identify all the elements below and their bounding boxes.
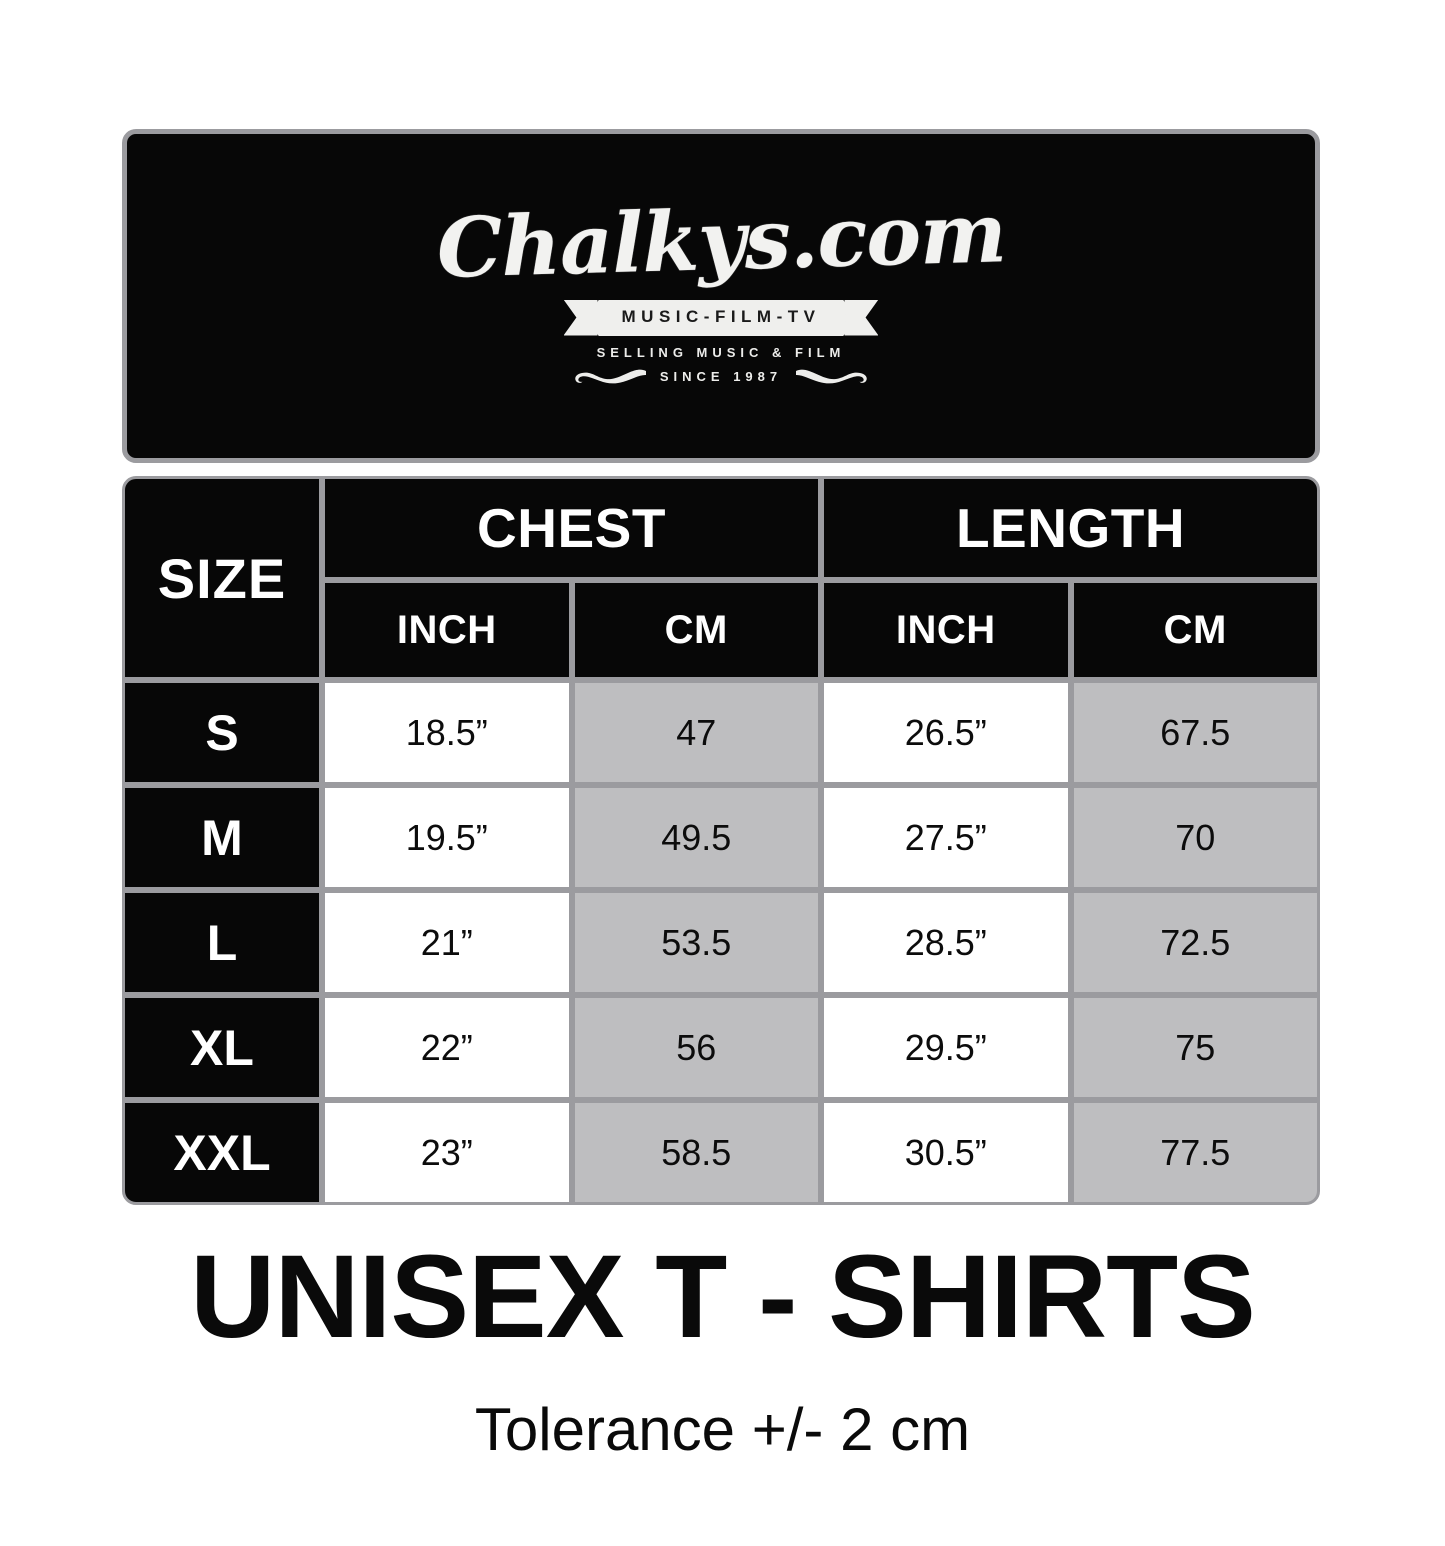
cell-size: S <box>122 680 322 785</box>
flourish-right-icon <box>796 369 867 383</box>
table-row: M 19.5” 49.5 27.5” 70 <box>122 785 1320 890</box>
column-header-chest: CHEST <box>322 476 821 580</box>
cell-length-cm: 70 <box>1070 785 1320 890</box>
brand-emblem: MUSIC-FILM-TV SELLING MUSIC & FILM SINCE… <box>563 299 879 387</box>
cell-length-cm: 67.5 <box>1070 680 1320 785</box>
table-header: SIZE CHEST LENGTH INCH CM INCH CM <box>122 476 1320 680</box>
cell-length-cm: 72.5 <box>1070 890 1320 995</box>
cell-chest-cm: 56 <box>571 995 821 1100</box>
cell-length-inch: 30.5” <box>821 1100 1071 1205</box>
cell-length-cm: 77.5 <box>1070 1100 1320 1205</box>
cell-size: XL <box>122 995 322 1100</box>
cell-length-inch: 29.5” <box>821 995 1071 1100</box>
brand-since-label: SINCE 1987 <box>659 369 783 384</box>
cell-length-inch: 27.5” <box>821 785 1071 890</box>
cell-chest-inch: 18.5” <box>322 680 572 785</box>
flourish-left-icon <box>575 369 646 383</box>
table-row: XXL 23” 58.5 30.5” 77.5 <box>122 1100 1320 1205</box>
table-header-row-units: INCH CM INCH CM <box>122 580 1320 680</box>
tolerance-note: Tolerance +/- 2 cm <box>474 1396 971 1463</box>
cell-chest-inch: 22” <box>322 995 572 1100</box>
column-header-chest-inch: INCH <box>322 580 572 680</box>
cell-chest-cm: 58.5 <box>571 1100 821 1205</box>
cell-size: M <box>122 785 322 890</box>
cell-chest-inch: 19.5” <box>322 785 572 890</box>
cell-length-inch: 26.5” <box>821 680 1071 785</box>
cell-size: L <box>122 890 322 995</box>
ribbon-body: MUSIC-FILM-TV <box>595 299 847 336</box>
brand-name: Chalkys.com <box>435 184 1007 297</box>
ribbon-banner: MUSIC-FILM-TV <box>563 299 879 336</box>
brand-tagline: SELLING MUSIC & FILM <box>596 344 846 360</box>
cell-size: XXL <box>122 1100 322 1205</box>
table-row: L 21” 53.5 28.5” 72.5 <box>122 890 1320 995</box>
ribbon-tail-left-icon <box>563 299 598 336</box>
ribbon-label: MUSIC-FILM-TV <box>621 306 821 326</box>
column-header-chest-cm: CM <box>571 580 821 680</box>
column-header-size: SIZE <box>122 476 322 680</box>
table-row: XL 22” 56 29.5” 75 <box>122 995 1320 1100</box>
column-header-length-cm: CM <box>1070 580 1320 680</box>
cell-chest-inch: 21” <box>322 890 572 995</box>
product-type-title: UNISEX T - SHIRTS <box>190 1231 1256 1363</box>
ribbon-tail-right-icon <box>844 299 879 336</box>
cell-chest-cm: 49.5 <box>571 785 821 890</box>
cell-chest-cm: 53.5 <box>571 890 821 995</box>
cell-chest-cm: 47 <box>571 680 821 785</box>
table-header-row-groups: SIZE CHEST LENGTH <box>122 476 1320 680</box>
cell-length-cm: 75 <box>1070 995 1320 1100</box>
cell-length-inch: 28.5” <box>821 890 1071 995</box>
column-header-length-inch: INCH <box>821 580 1071 680</box>
brand-since-row: SINCE 1987 <box>572 367 870 387</box>
size-chart-table: SIZE CHEST LENGTH INCH CM INCH CM S 18.5… <box>122 476 1320 1205</box>
brand-logo-panel: Chalkys.com MUSIC-FILM-TV SELLING MUSIC … <box>122 129 1320 463</box>
column-header-length: LENGTH <box>821 476 1320 580</box>
cell-chest-inch: 23” <box>322 1100 572 1205</box>
table-body: S 18.5” 47 26.5” 67.5 M 19.5” 49.5 27.5”… <box>122 680 1320 1205</box>
table-row: S 18.5” 47 26.5” 67.5 <box>122 680 1320 785</box>
